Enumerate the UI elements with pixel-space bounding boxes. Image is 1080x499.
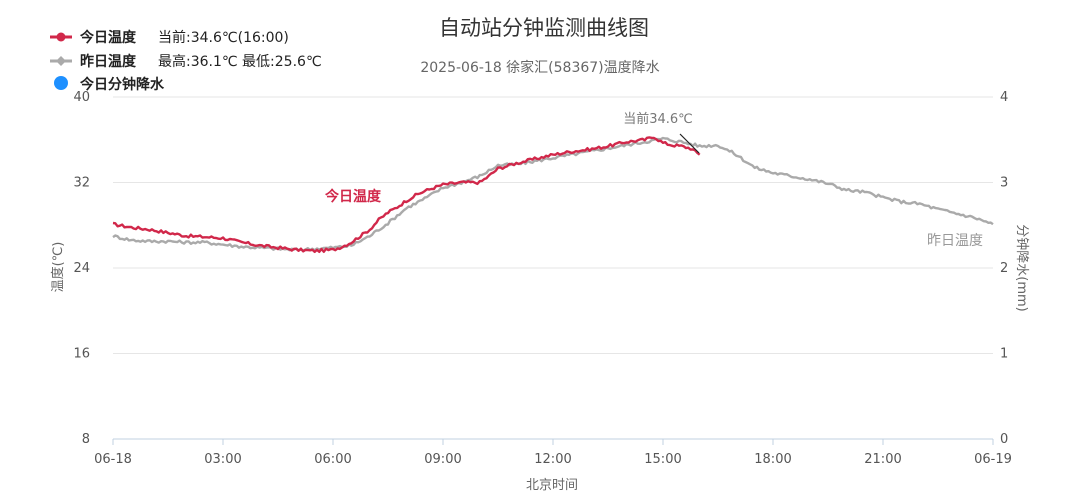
y2-tick-label: 2 [1000,261,1008,276]
chart-subtitle: 2025-06-18 徐家汇(58367)温度降水 [420,59,659,76]
x-tick-label: 06:00 [314,452,351,467]
x-tick-label: 15:00 [644,452,681,467]
legend-yesterday-name: 昨日温度 [80,53,137,70]
x-tick-label: 12:00 [534,452,571,467]
x-tick-label: 06-18 [94,452,132,467]
legend: 今日温度 当前:34.6℃(16:00) 昨日温度 最高:36.1℃ 最低:25… [50,29,322,93]
current-pointer [679,133,700,154]
series-line-today[interactable] [112,136,701,254]
y2-tick-label: 4 [1000,90,1008,105]
x-tick-label: 18:00 [754,452,791,467]
legend-today-info: 当前:34.6℃(16:00) [158,29,289,46]
chart-title: 自动站分钟监测曲线图 [439,16,649,40]
y2-tick-label: 1 [1000,347,1008,362]
y2-axis-label: 分钟降水(mm) [1014,224,1030,311]
series-line-yesterday[interactable] [112,136,994,252]
current-label: 当前34.6℃ [623,111,693,127]
x-tick-label: 09:00 [424,452,461,467]
legend-yesterday-info: 最高:36.1℃ 最低:25.6℃ [158,53,322,70]
legend-precip-name: 今日分钟降水 [79,76,165,93]
y-axis-label: 温度(℃) [50,242,66,293]
x-tick-label: 06-19 [974,452,1012,467]
legend-item-precip[interactable]: 今日分钟降水 [54,76,165,93]
grid-lines [113,96,993,354]
legend-yesterday-marker [56,56,66,66]
y-tick-label: 16 [73,347,90,362]
current-annotation: 当前34.6℃ [623,111,700,154]
y2-tick-label: 0 [1000,432,1008,447]
x-axis-label: 北京时间 [526,478,578,493]
series-lines [112,136,994,254]
legend-precip-marker [54,76,68,90]
y2-tick-label: 3 [1000,176,1008,191]
x-tick-label: 21:00 [864,452,901,467]
legend-today-marker [56,32,66,42]
legend-item-yesterday[interactable]: 昨日温度 最高:36.1℃ 最低:25.6℃ [50,53,322,70]
legend-item-today[interactable]: 今日温度 当前:34.6℃(16:00) [50,29,289,46]
y-tick-label: 40 [73,90,90,105]
y-tick-label: 8 [82,432,90,447]
yesterday-series-label: 昨日温度 [927,233,983,249]
today-series-label: 今日温度 [324,188,382,205]
y-tick-label: 24 [73,261,90,276]
y-tick-label: 32 [73,176,90,191]
x-tick-label: 03:00 [204,452,241,467]
legend-today-name: 今日温度 [79,29,137,46]
axes: 8 16 24 32 40 0 1 2 3 4 06-18 03:00 06:00 09:00 12:00 1… [73,90,1011,467]
